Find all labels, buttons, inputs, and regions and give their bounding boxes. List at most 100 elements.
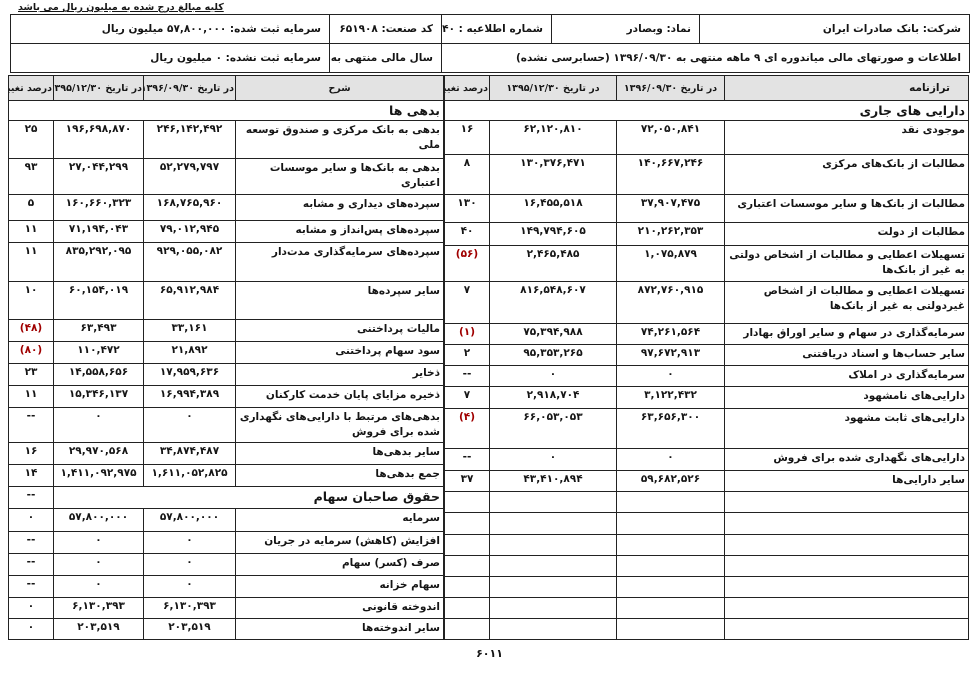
asset-row-other-assets: سایر دارایی‌ها ۵۹,۶۸۲,۵۲۶ ۴۳,۴۱۰,۸۹۴ ۳۷ xyxy=(444,470,969,493)
value-1395: ۱۶,۴۵۵,۵۱۸ xyxy=(489,194,617,224)
row-label: سود سهام پرداختنی xyxy=(235,340,444,364)
liab-row-due-to-central-bank-ndf: بدهی به بانک مرکزی و صندوق توسعه ملی ۲۴۶… xyxy=(8,120,444,160)
pct-change: ۹۳ xyxy=(8,158,54,196)
row-label: دارایی‌های نامشهود xyxy=(724,386,969,410)
pct-change: ۱۶ xyxy=(8,442,54,466)
section-title: دارایی های جاری xyxy=(444,100,969,122)
liab-row-provisions: ذخایر ۱۷,۹۵۹,۶۳۶ ۱۴,۵۵۸,۶۵۶ ۲۳ xyxy=(8,362,444,386)
row-label: مالیات پرداختنی xyxy=(235,318,444,342)
liabilities-equity-table: شرح در تاریخ ۱۳۹۶/۰۹/۳۰ در تاریخ ۱۳۹۵/۱۲… xyxy=(8,74,444,641)
value-1395: ۸۱۶,۵۴۸,۶۰۷ xyxy=(489,280,617,324)
empty-row xyxy=(444,596,969,619)
value-1396: ۱۷,۹۵۹,۶۳۶ xyxy=(143,362,236,386)
liab-col-1395: در تاریخ ۱۳۹۵/۱۲/۳۰ xyxy=(53,74,144,102)
equity-row-capital: سرمایه ۵۷,۸۰۰,۰۰۰ ۵۷,۸۰۰,۰۰۰ ۰ xyxy=(8,508,444,532)
value-1396: ۲۱,۸۹۲ xyxy=(143,340,236,364)
value-1395: ۵۷,۸۰۰,۰۰۰ xyxy=(53,508,144,532)
liab-row-dividends-payable: سود سهام پرداختنی ۲۱,۸۹۲ ۱۱۰,۴۷۲ (۸۰) xyxy=(8,340,444,364)
row-label: ذخیره مزایای پایان خدمت کارکنان xyxy=(235,384,444,408)
value-1396: ۲۱۰,۲۶۲,۳۵۳ xyxy=(616,222,725,246)
pct-change: (۴) xyxy=(444,408,490,450)
row-label: سپرده‌های دیداری و مشابه xyxy=(235,194,444,222)
value-1396: ۷۲,۰۵۰,۸۴۱ xyxy=(616,120,725,156)
value-1395: ۶۲,۱۲۰,۸۱۰ xyxy=(489,120,617,156)
value-1396: ۵۹,۶۸۲,۵۲۶ xyxy=(616,470,725,493)
industry-code: کد صنعت: ۶۵۱۹۰۸ xyxy=(329,14,442,44)
company-name: شرکت: بانک صادرات ایران xyxy=(699,14,970,44)
fiscal-year-end: سال مالی منتهی به: ۱۳۹۶/۱۲/۲۹ xyxy=(329,43,442,73)
value-1395: ۲,۴۶۵,۴۸۵ xyxy=(489,244,617,282)
asset-row-due-from-government: مطالبات از دولت ۲۱۰,۲۶۲,۳۵۳ ۱۴۹,۷۹۴,۶۰۵ … xyxy=(444,222,969,246)
pct-change: ۴۰ xyxy=(444,222,490,246)
pct-change: -- xyxy=(8,486,54,510)
empty-row xyxy=(444,554,969,577)
value-1396: ۲۴۶,۱۴۲,۴۹۲ xyxy=(143,120,236,160)
value-1396: ۶۵,۹۱۲,۹۸۴ xyxy=(143,280,236,320)
value-1396: ۲۰۳,۵۱۹ xyxy=(143,617,236,641)
liab-row-savings-deposits: سپرده‌های پس‌انداز و مشابه ۷۹,۰۱۲,۹۴۵ ۷۱… xyxy=(8,220,444,244)
asset-row-assets-held-for-sale: دارایی‌های نگهداری شده برای فروش ۰ ۰ -- xyxy=(444,448,969,472)
value-1395: ۷۵,۳۹۴,۹۸۸ xyxy=(489,322,617,345)
row-label: سرمایه‌گذاری در سهام و سایر اوراق بهادار xyxy=(724,322,969,345)
liab-row-total-liabilities: جمع بدهی‌ها ۱,۶۱۱,۰۵۲,۸۲۵ ۱,۴۱۱,۰۹۲,۹۷۵ … xyxy=(8,464,444,488)
value-1395: ۰ xyxy=(53,406,144,444)
value-1396: ۷۹,۰۱۲,۹۴۵ xyxy=(143,220,236,244)
liab-row-other-deposits: سایر سپرده‌ها ۶۵,۹۱۲,۹۸۴ ۶۰,۱۵۴,۰۱۹ ۱۰ xyxy=(8,280,444,320)
row-label: دارایی‌های ثابت مشهود xyxy=(724,408,969,450)
value-1395: ۲۹,۹۷۰,۵۶۸ xyxy=(53,442,144,466)
section-current-assets: دارایی های جاری xyxy=(444,100,969,122)
section-title: بدهی ها xyxy=(8,100,444,122)
row-label: مطالبات از دولت xyxy=(724,222,969,246)
row-label: سایر دارایی‌ها xyxy=(724,470,969,493)
pct-change: ۰ xyxy=(8,508,54,532)
pct-change: ۰ xyxy=(8,617,54,641)
asset-row-loans-to-non-government: تسهیلات اعطایی و مطالبات از اشخاص غیردول… xyxy=(444,280,969,324)
section-title: حقوق صاحبان سهام xyxy=(53,486,444,510)
pct-change: -- xyxy=(444,364,490,388)
page-number: ۶۰۱۱ xyxy=(476,647,503,660)
row-label: سایر سپرده‌ها xyxy=(235,280,444,320)
empty-row xyxy=(444,512,969,535)
value-1395: ۰ xyxy=(53,552,144,576)
value-1395: ۶۶,۰۵۳,۰۵۳ xyxy=(489,408,617,450)
statement-title: اطلاعات و صورتهای مالی میاندوره ای ۹ ماه… xyxy=(441,43,970,73)
empty-row xyxy=(444,575,969,598)
liab-col-pct: درصد تغییر xyxy=(8,74,54,102)
value-1396: ۱,۶۱۱,۰۵۲,۸۲۵ xyxy=(143,464,236,488)
pct-change: (۴۸) xyxy=(8,318,54,342)
company-info-table: شرکت: بانک صادرات ایران نماد: وبصادر شما… xyxy=(10,14,970,73)
section-equity: حقوق صاحبان سهام -- xyxy=(8,486,444,510)
pct-change: ۱۱ xyxy=(8,384,54,408)
value-1395: ۷۱,۱۹۴,۰۴۳ xyxy=(53,220,144,244)
pct-change: ۲۵ xyxy=(8,120,54,160)
value-1395: ۶۰,۱۵۴,۰۱۹ xyxy=(53,280,144,320)
row-label: سایر اندوخته‌ها xyxy=(235,617,444,641)
empty-row xyxy=(444,617,969,641)
liab-row-demand-deposits: سپرده‌های دیداری و مشابه ۱۶۸,۷۶۵,۹۶۰ ۱۶۰… xyxy=(8,194,444,222)
value-1395: ۱,۴۱۱,۰۹۲,۹۷۵ xyxy=(53,464,144,488)
row-label: صرف (کسر) سهام xyxy=(235,552,444,576)
assets-table: ترازنامه در تاریخ ۱۳۹۶/۰۹/۳۰ در تاریخ ۱۳… xyxy=(444,74,969,641)
value-1396: ۰ xyxy=(616,364,725,388)
empty-row xyxy=(444,533,969,556)
pct-change: (۱) xyxy=(444,322,490,345)
asset-row-other-receivables: سایر حساب‌ها و اسناد دریافتنی ۹۷,۶۷۲,۹۱۳… xyxy=(444,343,969,366)
asset-row-investments-securities: سرمایه‌گذاری در سهام و سایر اوراق بهادار… xyxy=(444,322,969,345)
row-label: سپرده‌های پس‌انداز و مشابه xyxy=(235,220,444,244)
assets-col-1395: در تاریخ ۱۳۹۵/۱۲/۳۰ xyxy=(489,74,617,102)
pct-change: ۱۴ xyxy=(8,464,54,488)
pct-change: (۵۶) xyxy=(444,244,490,282)
liab-row-due-to-banks: بدهی به بانک‌ها و سایر موسسات اعتباری ۵۲… xyxy=(8,158,444,196)
asset-row-due-from-banks: مطالبات از بانک‌ها و سایر موسسات اعتباری… xyxy=(444,194,969,224)
asset-row-intangible-assets: دارایی‌های نامشهود ۳,۱۲۲,۴۳۲ ۲,۹۱۸,۷۰۴ ۷ xyxy=(444,386,969,410)
value-1396: ۱۴۰,۶۶۷,۲۴۶ xyxy=(616,154,725,196)
asset-row-tangible-fixed-assets: دارایی‌های ثابت مشهود ۶۳,۶۵۶,۳۰۰ ۶۶,۰۵۳,… xyxy=(444,408,969,450)
pct-change: ۷ xyxy=(444,386,490,410)
currency-note: کلیه مبالغ درج شده به میلیون ریال می باش… xyxy=(18,2,224,13)
row-label: سرمایه xyxy=(235,508,444,532)
value-1395: ۱۹۶,۶۹۸,۸۷۰ xyxy=(53,120,144,160)
value-1396: ۵۲,۲۷۹,۷۹۷ xyxy=(143,158,236,196)
value-1396: ۰ xyxy=(616,448,725,472)
value-1395: ۱۴۹,۷۹۴,۶۰۵ xyxy=(489,222,617,246)
